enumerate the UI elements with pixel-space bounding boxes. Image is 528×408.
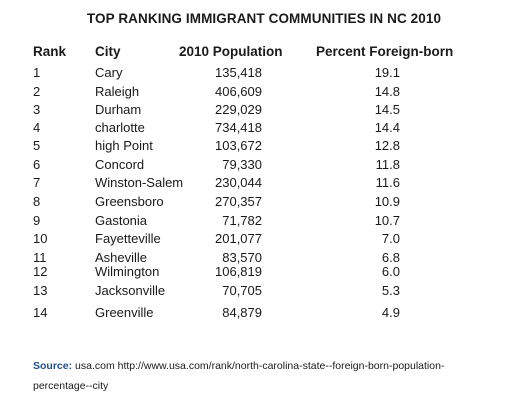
- row-city-cell: high Point: [95, 138, 153, 153]
- row-city-cell: Gastonia: [95, 213, 148, 228]
- row-population-cell: 106,819: [215, 264, 262, 279]
- row-rank-cell: 11: [33, 250, 47, 265]
- row-city-cell: Raleigh: [95, 84, 140, 99]
- row-population-cell: 734,418: [215, 120, 262, 135]
- row-population-cell: 103,672: [215, 138, 262, 153]
- row-population-cell: 79,330: [222, 157, 262, 172]
- row-rank-cell: 5: [33, 138, 41, 153]
- row-rank-cell: 6: [33, 157, 41, 172]
- row-percent-cell: 14.5: [374, 102, 400, 117]
- row-city-cell: Jacksonville: [95, 283, 166, 298]
- row-percent-cell: 10.7: [374, 213, 400, 228]
- row-percent-cell: 4.9: [381, 305, 400, 320]
- row-population-cell: 229,029: [215, 102, 262, 117]
- row-rank-cell: 1: [33, 65, 41, 80]
- header-city: City: [95, 44, 121, 59]
- row-population-cell: 270,357: [215, 194, 262, 209]
- row-rank-cell: 7: [33, 175, 41, 190]
- row-rank-cell: 3: [33, 102, 41, 117]
- row-city-cell: Concord: [95, 157, 145, 172]
- row-city-cell: Wilmington: [95, 264, 160, 279]
- row-percent-cell: 7.0: [381, 231, 400, 246]
- row-rank-cell: 13: [33, 283, 48, 298]
- header-population: 2010 Population: [179, 44, 283, 59]
- row-percent-cell: 6.8: [381, 250, 400, 265]
- row-rank-cell: 2: [33, 84, 41, 99]
- row-rank-cell: 14: [33, 305, 48, 320]
- row-rank-cell: 9: [33, 213, 41, 228]
- row-population-cell: 406,609: [215, 84, 262, 99]
- row-population-cell: 135,418: [215, 65, 262, 80]
- row-percent-cell: 11.6: [375, 175, 400, 190]
- row-city-cell: Winston-Salem: [95, 175, 184, 190]
- source-text: usa.com http://www.usa.com/rank/north-ca…: [33, 360, 445, 392]
- row-percent-cell: 6.0: [381, 264, 400, 279]
- row-population-cell: 71,782: [222, 213, 262, 228]
- row-rank-cell: 12: [33, 264, 48, 279]
- row-city-cell: Asheville: [95, 250, 148, 265]
- row-population-cell: 70,705: [222, 283, 262, 298]
- row-rank-cell: 8: [33, 194, 41, 209]
- header-rank: Rank: [33, 44, 67, 59]
- row-percent-cell: 14.8: [374, 84, 400, 99]
- row-city-cell: Fayetteville: [95, 231, 161, 246]
- row-percent-cell: 11.8: [375, 157, 400, 172]
- row-percent-cell: 12.8: [374, 138, 400, 153]
- row-population-cell: 201,077: [215, 231, 262, 246]
- row-city-cell: Durham: [95, 102, 142, 117]
- row-city-cell: Greensboro: [95, 194, 164, 209]
- row-rank-cell: 4: [33, 120, 41, 135]
- source-label: Source:: [33, 360, 73, 372]
- row-population-cell: 84,879: [222, 305, 262, 320]
- source-note: Source: usa.com http://www.usa.com/rank/…: [33, 356, 493, 396]
- row-percent-cell: 5.3: [381, 283, 400, 298]
- row-percent-cell: 19.1: [374, 65, 400, 80]
- row-percent-cell: 14.4: [374, 120, 400, 135]
- row-rank-cell: 10: [33, 231, 48, 246]
- header-percent: Percent Foreign-born: [316, 44, 454, 59]
- row-percent-cell: 10.9: [374, 194, 400, 209]
- row-population-cell: 83,570: [222, 250, 262, 265]
- row-population-cell: 230,044: [215, 175, 262, 190]
- row-city-cell: charlotte: [95, 120, 145, 135]
- row-city-cell: Cary: [95, 65, 123, 80]
- table-title: TOP RANKING IMMIGRANT COMMUNITIES IN NC …: [86, 11, 442, 26]
- row-city-cell: Greenville: [95, 305, 154, 320]
